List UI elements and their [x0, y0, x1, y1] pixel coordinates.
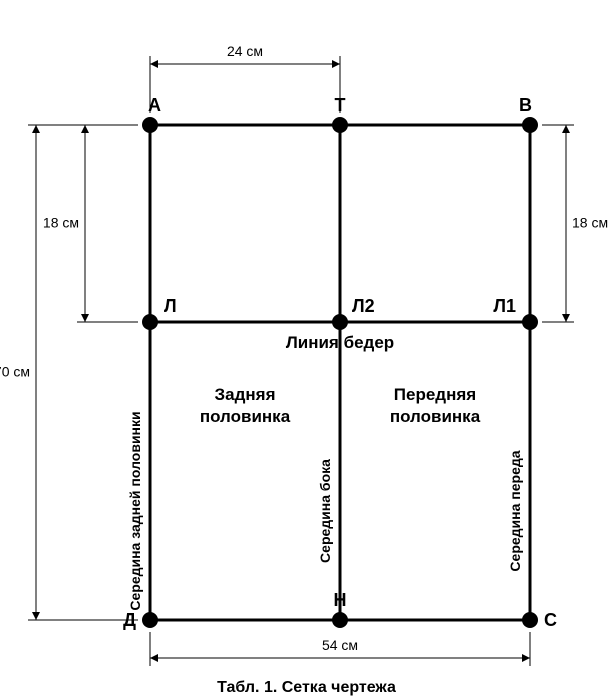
dim-bottom-label: 54 см — [322, 637, 358, 653]
node-H — [332, 612, 348, 628]
label-back-half: Задняяполовинка — [200, 385, 291, 426]
node-A — [142, 117, 158, 133]
dim-leftfull-label: 70 см — [0, 364, 30, 380]
node-L — [142, 314, 158, 330]
label-L: Л — [164, 296, 177, 316]
label-L1: Л1 — [493, 296, 516, 316]
node-T — [332, 117, 348, 133]
figure-caption: Табл. 1. Сетка чертежа — [217, 679, 396, 696]
node-L1 — [522, 314, 538, 330]
label-front-half: Передняяполовинка — [390, 385, 481, 426]
dim-rightupper-label: 18 см — [572, 215, 608, 231]
label-L2: Л2 — [352, 296, 375, 316]
label-mid-front: Середина переда — [507, 450, 523, 571]
label-hip-line: Линия бедер — [286, 333, 394, 352]
node-L2 — [332, 314, 348, 330]
dim-leftupper-label: 18 см — [43, 215, 79, 231]
label-H: Н — [334, 590, 347, 610]
label-B: В — [519, 95, 532, 115]
label-C: С — [544, 610, 557, 630]
label-mid-back: Середина задней половинки — [127, 411, 143, 610]
label-mid-side: Середина бока — [317, 459, 333, 563]
node-C — [522, 612, 538, 628]
dim-top-label: 24 см — [227, 43, 263, 59]
node-D — [142, 612, 158, 628]
node-B — [522, 117, 538, 133]
